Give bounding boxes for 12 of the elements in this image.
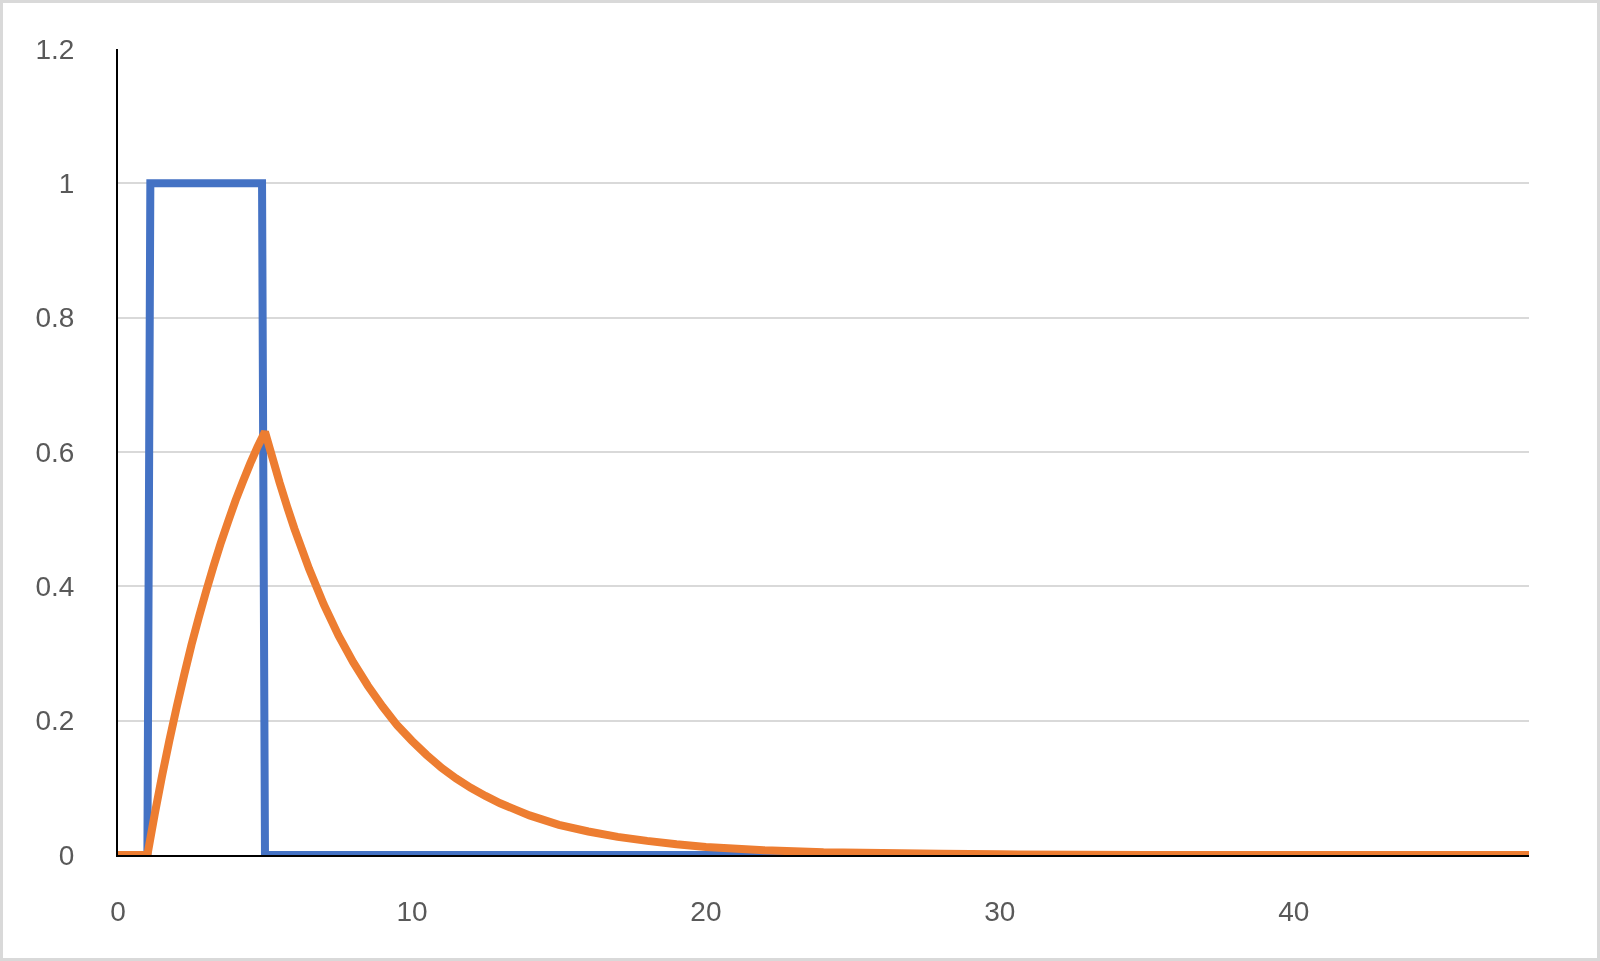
- y-tick-label: 0.8: [35, 302, 75, 334]
- y-tick-label: 0.4: [35, 571, 75, 603]
- x-tick-label: 40: [1278, 895, 1310, 927]
- y-tick-label: 0.2: [35, 705, 75, 737]
- x-tick-label: 20: [690, 895, 722, 927]
- y-tick-label: 1: [58, 168, 75, 200]
- x-tick-label: 0: [110, 895, 126, 927]
- y-tick-label: 1.2: [35, 33, 75, 65]
- x-tick-label: 30: [984, 895, 1016, 927]
- y-tick-label: 0.6: [35, 436, 75, 468]
- x-tick-label: 10: [396, 895, 428, 927]
- y-tick-label: 0: [58, 839, 75, 871]
